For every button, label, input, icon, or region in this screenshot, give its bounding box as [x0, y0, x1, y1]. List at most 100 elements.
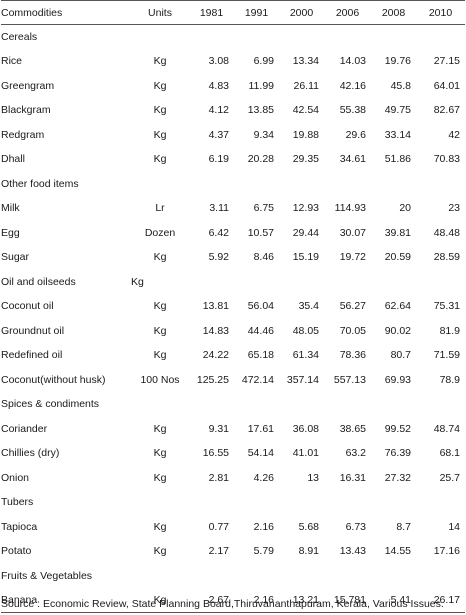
unit-cell: Kg [153, 55, 167, 68]
empty-cell [279, 564, 324, 589]
price-cell: 71.59 [433, 349, 460, 362]
unit-cell: Kg [153, 79, 167, 92]
empty-cell [371, 490, 416, 515]
price-cell: 20 [399, 202, 411, 215]
price-cell: 125.25 [196, 373, 229, 386]
price-cell: 65.18 [247, 349, 274, 362]
price-cell: 8.91 [298, 545, 319, 558]
price-cell: 2.16 [253, 520, 274, 533]
category-unit [131, 172, 189, 197]
empty-cell [234, 25, 279, 50]
price-cell: 5.79 [253, 545, 274, 558]
price-cell: 29.6 [345, 128, 366, 141]
price-cell: 81.9 [439, 324, 460, 337]
price-cell: 5.41 [371, 588, 416, 613]
category-label: Tubers [1, 496, 34, 509]
price-cell: 557.13 [333, 373, 366, 386]
unit-cell: Kg [153, 300, 167, 313]
table-row: Coconut oil Kg 13.81 56.04 35.4 56.27 62.64 75.… [1, 294, 465, 319]
price-cell: 17.16 [433, 545, 460, 558]
empty-cell [189, 490, 234, 515]
price-cell: 70.05 [339, 324, 366, 337]
price-cell: 36.08 [292, 422, 319, 435]
unit-cell: 100 Nos [140, 373, 180, 386]
commodity-name: Groundnut oil [1, 324, 65, 337]
price-cell: 8.7 [396, 520, 411, 533]
price-cell: 34.61 [339, 153, 366, 166]
header-cell: Commodities [1, 0, 131, 25]
table-row: Redgram Kg 4.37 9.34 19.88 29.6 33.14 42 [1, 123, 465, 148]
empty-cell [371, 270, 416, 295]
price-cell: 15.781 [324, 588, 371, 613]
price-cell: 42.16 [339, 79, 366, 92]
price-cell: 54.14 [247, 447, 274, 460]
category-label: Other food items [1, 177, 79, 190]
empty-cell [279, 392, 324, 417]
price-cell: 19.76 [384, 55, 411, 68]
price-cell: 30.07 [339, 226, 366, 239]
price-cell: 25.7 [439, 471, 460, 484]
empty-cell [234, 172, 279, 197]
price-cell: 82.67 [433, 104, 460, 117]
price-cell: 76.39 [384, 447, 411, 460]
commodity-name: Sugar [1, 251, 30, 264]
price-cell: 75.31 [433, 300, 460, 313]
category-label: Cereals [1, 31, 38, 43]
price-cell: 29.44 [292, 226, 319, 239]
table-row: Greengram Kg 4.83 11.99 26.11 42.16 45.8 64.01 [1, 74, 465, 99]
source-note: Source : Economic Review, State Planning… [1, 598, 444, 610]
price-cell: 6.73 [345, 520, 366, 533]
price-cell: 27.32 [384, 471, 411, 484]
empty-cell [279, 25, 324, 50]
table-row: Tapioca Kg 0.77 2.16 5.68 6.73 8.7 14 [1, 515, 465, 540]
table-body: Cereals Rice Kg 3.08 6.99 13.34 14.03 19.76 27.1… [1, 25, 465, 613]
unit-cell: Kg [153, 104, 167, 117]
table-row: Blackgram Kg 4.12 13.85 42.54 55.38 49.75 82.67 [1, 98, 465, 123]
table-row: Sugar Kg 5.92 8.46 15.19 19.72 20.59 28.59 [1, 245, 465, 270]
price-cell: 26.17 [416, 588, 465, 613]
empty-cell [234, 270, 279, 295]
price-cell: 13.43 [339, 545, 366, 558]
table-row: Redefined oil Kg 24.22 65.18 61.34 78.36 80.7 7… [1, 343, 465, 368]
empty-cell [371, 25, 416, 50]
commodity-name: Potato [1, 545, 32, 558]
price-cell: 61.34 [292, 349, 319, 362]
price-cell: 11.99 [248, 79, 275, 92]
price-cell: 68.1 [439, 447, 460, 460]
unit-cell: Kg [153, 153, 167, 166]
price-cell: 4.12 [208, 104, 229, 117]
commodity-name: Coriander [1, 422, 48, 435]
empty-cell [189, 172, 234, 197]
price-cell: 26.11 [293, 79, 320, 92]
price-cell: 2.81 [208, 471, 229, 484]
header-cell: 1991 [234, 0, 279, 25]
price-cell: 48.05 [292, 324, 319, 337]
price-cell: 9.34 [253, 128, 274, 141]
commodity-name: Redgram [1, 128, 45, 141]
unit-cell: Kg [153, 422, 167, 435]
price-cell: 35.4 [298, 300, 319, 313]
price-cell: 56.04 [247, 300, 274, 313]
unit-cell: Kg [153, 520, 167, 533]
commodity-name: Banana [1, 588, 131, 613]
commodity-name: Milk [1, 202, 20, 215]
empty-cell [371, 564, 416, 589]
empty-cell [324, 172, 371, 197]
empty-cell [279, 490, 324, 515]
header-cell: 2010 [416, 0, 465, 25]
commodity-name: Greengram [1, 79, 55, 92]
empty-cell [189, 270, 234, 295]
empty-cell [189, 25, 234, 50]
empty-cell [324, 270, 371, 295]
price-cell: 62.64 [384, 300, 411, 313]
price-cell: 3.11 [209, 202, 229, 215]
price-cell: 15.19 [292, 251, 319, 264]
price-cell: 20.59 [384, 251, 411, 264]
price-cell: 13.81 [202, 300, 229, 313]
empty-cell [371, 392, 416, 417]
price-cell: 41.01 [292, 447, 319, 460]
price-cell: 14.55 [384, 545, 411, 558]
price-cell: 14 [448, 520, 460, 533]
category-row: Cereals [1, 25, 465, 50]
